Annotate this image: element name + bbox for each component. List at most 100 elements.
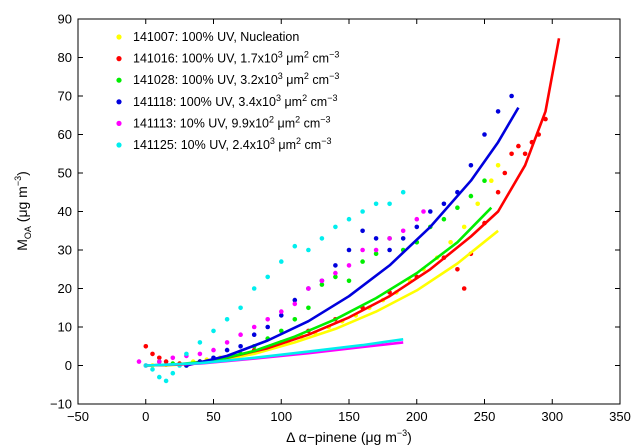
series-5-point-13: [279, 259, 284, 264]
x-axis-title: Δ α−pinene (μg m−3): [286, 428, 412, 445]
series-1-point-16: [461, 286, 467, 291]
legend-label-5: 141125: 10% UV, 2.4x103 μm2 cm−3: [133, 136, 331, 152]
legend-marker-1: [116, 56, 122, 62]
y-axis: −10 0 10 20 30 40 50 60 70 80 90: [50, 12, 620, 412]
series-1-point-19: [495, 189, 501, 195]
series-5-point-14: [292, 243, 298, 249]
x-tick-label: 100: [270, 409, 292, 424]
series-2-point-22: [468, 193, 474, 199]
series-3-point-22: [482, 132, 487, 137]
series-2-point-8: [279, 328, 284, 334]
series-4-point-8: [238, 332, 243, 338]
series-5-point-7: [197, 340, 203, 345]
series-4-point-9: [251, 324, 257, 330]
series-4-point-10: [265, 317, 271, 322]
x-tick-label: 250: [474, 409, 496, 424]
series-4-point-21: [414, 216, 420, 222]
series-5-point-15: [306, 247, 311, 253]
series-4-point-17: [360, 247, 365, 253]
y-tick-label: 70: [58, 89, 72, 104]
legend-marker-2: [116, 77, 122, 83]
y-tick-label: 40: [58, 204, 72, 219]
series-5-point-17: [333, 224, 338, 230]
series-5-point-9: [224, 317, 230, 322]
series-1-point-23: [522, 151, 528, 157]
series-5-fit-line: [145, 338, 404, 367]
series-1-point-1: [150, 351, 155, 357]
series-3-point-7: [279, 313, 284, 318]
series-5-point-22: [400, 189, 406, 195]
series-5-point-3: [163, 378, 169, 384]
series-2-point-11: [319, 282, 325, 287]
series-3-point-4: [238, 344, 243, 349]
series-2-point-14: [360, 259, 365, 264]
series-5-point-12: [265, 274, 271, 280]
y-axis-title-end: ): [14, 171, 30, 176]
series-4-point-14: [319, 278, 325, 284]
series-5-point-21: [387, 201, 392, 207]
series-4-point-19: [387, 236, 392, 241]
series-3-point-15: [387, 247, 392, 253]
series-1-point-0: [143, 344, 149, 349]
series-5-point-16: [319, 236, 325, 241]
series-3-point-17: [414, 224, 420, 230]
series-5-point-2: [157, 374, 162, 380]
y-axis-title-rest: (μg m: [14, 186, 30, 226]
series-0-point-25: [489, 178, 494, 183]
series-2-point-20: [441, 216, 447, 222]
series-3-point-5: [251, 332, 257, 338]
series-3-point-8: [292, 297, 298, 303]
series-4-point-22: [421, 209, 426, 214]
x-tick-label: 350: [609, 409, 631, 424]
series-4-point-11: [279, 309, 284, 314]
series-3-point-18: [428, 209, 433, 214]
x-axis: −50 0 50 100 150 200 250 300 350: [67, 19, 631, 424]
series-2-point-21: [455, 205, 460, 210]
series-4-point-15: [333, 270, 338, 276]
legend-marker-4: [116, 120, 122, 126]
legend-marker-3: [116, 99, 122, 105]
series-5-point-10: [238, 305, 243, 311]
legend-label-1: 141016: 100% UV, 1.7x103 μm2 cm−3: [133, 50, 339, 66]
series-4-point-7: [224, 340, 230, 345]
series-0-point-22: [448, 240, 453, 245]
series-3-point-23: [495, 109, 501, 114]
series-3-point-13: [360, 228, 365, 234]
series-2-point-10: [306, 305, 311, 311]
x-tick-label: 50: [206, 409, 220, 424]
x-axis-title-sup: −3: [397, 428, 407, 438]
series-4-point-12: [292, 301, 298, 307]
y-tick-label: 80: [58, 50, 72, 65]
series-2-point-9: [292, 317, 298, 322]
y-tick-label: −10: [50, 397, 72, 412]
y-tick-label: 50: [58, 166, 72, 181]
legend-marker-5: [116, 142, 122, 148]
series-2-point-12: [333, 274, 338, 280]
series-0-point-23: [461, 224, 467, 230]
series-0-point-24: [475, 201, 481, 207]
series-4-point-0: [136, 359, 142, 364]
y-axis-title: MOA (μg m−3): [13, 171, 33, 251]
series-3-point-16: [400, 236, 406, 241]
y-tick-label: 30: [58, 243, 72, 258]
series-4-point-16: [346, 263, 352, 268]
y-axis-title-sub: OA: [23, 226, 33, 239]
legend-label-0: 141007: 100% UV, Nucleation: [133, 30, 299, 44]
legend-marker-0: [116, 34, 122, 40]
y-tick-label: 60: [58, 127, 72, 142]
series-3-point-19: [441, 201, 447, 207]
y-axis-title-sup: −3: [13, 176, 23, 186]
data-marks: [136, 38, 561, 384]
x-tick-label: −50: [67, 409, 89, 424]
series-5-point-1: [150, 367, 155, 372]
series-4-point-2: [157, 359, 162, 364]
y-tick-label: 90: [58, 12, 72, 27]
series-2-point-23: [482, 178, 487, 183]
series-1-point-22: [516, 143, 521, 149]
series-4-point-3: [170, 355, 176, 361]
series-4-point-6: [211, 347, 216, 353]
y-axis-title-main: M: [14, 239, 30, 251]
series-3-point-21: [468, 163, 474, 168]
